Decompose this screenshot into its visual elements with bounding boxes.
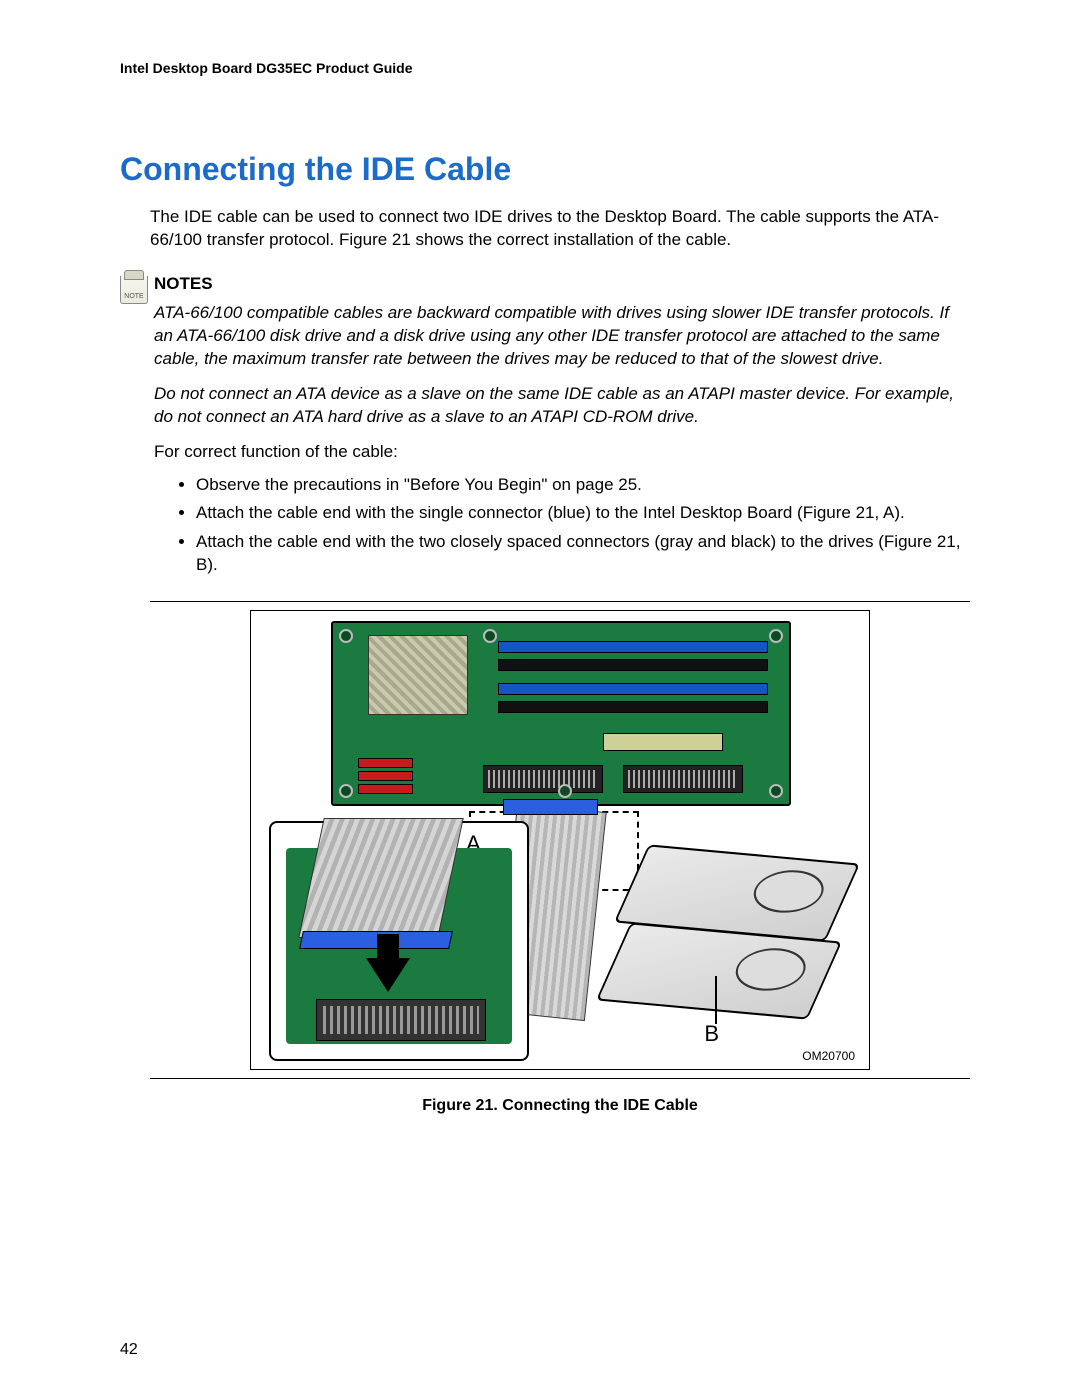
arrow-down-icon	[366, 958, 410, 992]
ribbon-blue-connector	[503, 799, 598, 815]
ribbon-segment	[298, 818, 464, 938]
page-header: Intel Desktop Board DG35EC Product Guide	[120, 60, 970, 76]
mount-hole	[339, 784, 353, 798]
drive-platter	[746, 868, 832, 916]
figure-caption: Figure 21. Connecting the IDE Cable	[150, 1097, 970, 1115]
figure-21-diagram: A B OM20700	[250, 610, 870, 1070]
heatsink	[368, 635, 468, 715]
sata-port	[358, 758, 413, 768]
note-paragraph-1: ATA-66/100 compatible cables are backwar…	[154, 302, 970, 371]
notes-heading: NOTES	[154, 274, 970, 294]
ide-connector	[483, 765, 603, 793]
instruction-list: Observe the precautions in "Before You B…	[154, 474, 970, 578]
page-number: 42	[120, 1341, 138, 1359]
mount-hole	[483, 629, 497, 643]
dimm-slot	[498, 641, 768, 653]
callout-b-label: B	[704, 1021, 719, 1047]
dimm-slot	[498, 701, 768, 713]
dimm-slot	[498, 683, 768, 695]
dimm-slot	[498, 659, 768, 671]
mount-hole	[769, 784, 783, 798]
motherboard	[331, 621, 791, 806]
figure-reference-tag: OM20700	[802, 1049, 855, 1063]
ide-socket	[316, 999, 486, 1041]
section-title: Connecting the IDE Cable	[120, 151, 970, 188]
blue-connector	[299, 931, 453, 949]
ide-connector	[623, 765, 743, 793]
drives-group	[609, 854, 854, 1029]
list-item: Attach the cable end with the single con…	[196, 502, 970, 525]
leader-line	[715, 976, 717, 1024]
sata-port	[358, 784, 413, 794]
instruction-lead: For correct function of the cable:	[154, 441, 970, 464]
mount-hole	[339, 629, 353, 643]
header-connector	[603, 733, 723, 751]
sata-port	[358, 771, 413, 781]
figure-container: A B OM20700	[150, 601, 970, 1079]
intro-paragraph: The IDE cable can be used to connect two…	[150, 206, 970, 252]
note-icon: NOTE	[120, 276, 148, 304]
mount-hole	[558, 784, 572, 798]
mount-hole	[769, 629, 783, 643]
list-item: Attach the cable end with the two closel…	[196, 531, 970, 577]
note-paragraph-2: Do not connect an ATA device as a slave …	[154, 383, 970, 429]
callout-a: A	[269, 821, 529, 1061]
list-item: Observe the precautions in "Before You B…	[196, 474, 970, 497]
drive-platter	[728, 946, 814, 994]
